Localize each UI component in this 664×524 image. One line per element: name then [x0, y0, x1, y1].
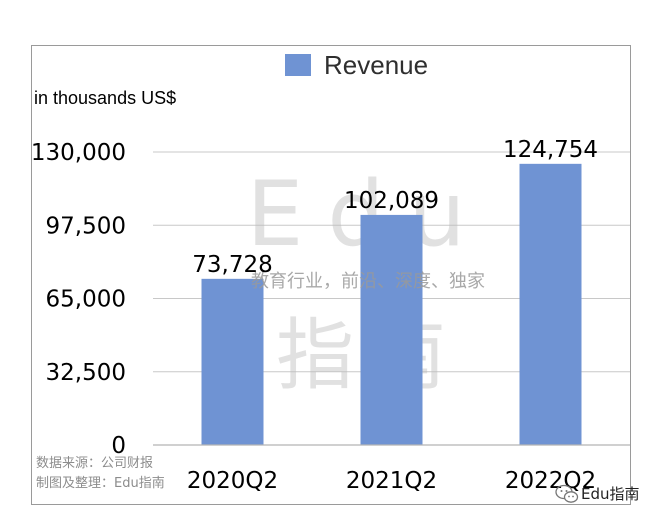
y-tick-label: 0 — [111, 433, 126, 459]
x-tick-label: 2021Q2 — [346, 468, 437, 494]
x-tick-label: 2022Q2 — [505, 468, 596, 494]
y-tick-label: 130,000 — [31, 140, 126, 166]
data-labels: 73,728 102,089 124,754 — [192, 137, 598, 278]
brand-label: Edu指南 — [581, 485, 640, 503]
bar-2021Q2 — [360, 214, 423, 445]
legend: Revenue — [285, 50, 428, 80]
watermark-tagline: 教育行业，前沿、深度、独家 — [251, 271, 485, 292]
watermark-latin: Edu — [246, 162, 489, 267]
data-label: 102,089 — [344, 188, 439, 214]
wechat-icon — [555, 484, 579, 503]
legend-label: Revenue — [324, 50, 428, 80]
data-label: 124,754 — [503, 137, 598, 163]
x-tick-label: 2020Q2 — [187, 468, 278, 494]
brand-badge: Edu指南 — [555, 484, 640, 503]
y-tick-labels: 0 32,500 65,000 97,500 130,000 — [31, 140, 126, 459]
bar-2022Q2 — [519, 163, 582, 445]
source-note-line2: 制图及整理：Edu指南 — [36, 475, 165, 491]
legend-swatch — [285, 54, 311, 76]
y-tick-label: 97,500 — [46, 213, 126, 239]
bars — [201, 163, 582, 445]
bar-2020Q2 — [201, 278, 264, 445]
data-label: 73,728 — [192, 252, 272, 278]
unit-label: in thousands US$ — [34, 88, 176, 108]
y-tick-label: 32,500 — [46, 360, 126, 386]
chart-frame — [31, 45, 631, 505]
x-tick-labels: 2020Q2 2021Q2 2022Q2 — [187, 468, 596, 494]
source-note-line1: 数据来源：公司财报 — [36, 456, 153, 471]
y-tick-label: 65,000 — [46, 287, 126, 313]
